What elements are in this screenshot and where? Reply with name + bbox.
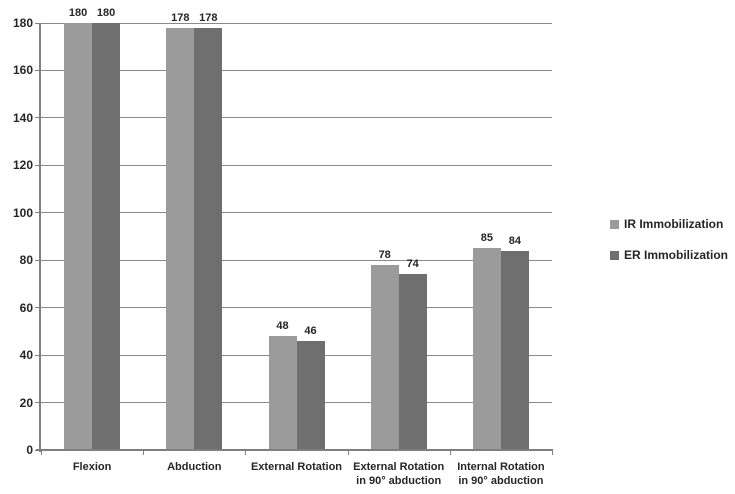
bar-value-label: 84 bbox=[508, 234, 522, 247]
y-axis-tick-label: 180 bbox=[12, 16, 33, 30]
y-axis-tick-label: 40 bbox=[19, 348, 33, 363]
bar-ir-immobilization bbox=[64, 23, 93, 450]
legend: IR Immobilization ER Immobilization bbox=[610, 217, 728, 279]
gridline bbox=[41, 164, 552, 166]
x-axis-category-label: Internal Rotation in 90° abduction bbox=[457, 461, 545, 487]
y-axis-tick-label: 100 bbox=[12, 205, 33, 220]
x-axis-tick bbox=[552, 450, 553, 455]
bar-er-immobilization bbox=[398, 274, 427, 450]
y-axis-tick bbox=[35, 164, 41, 166]
y-axis-line bbox=[39, 23, 41, 452]
x-axis-category-label: External Rotation in 90° abduction bbox=[353, 461, 445, 487]
gridline bbox=[41, 22, 552, 24]
bar-value-label: 74 bbox=[406, 258, 419, 271]
y-axis-tick-label: 80 bbox=[19, 253, 33, 268]
bar-value-label: 85 bbox=[480, 232, 494, 245]
y-axis-tick bbox=[35, 212, 41, 214]
y-axis-tick-label: 20 bbox=[19, 395, 33, 410]
bar-value-label: 78 bbox=[378, 248, 391, 261]
legend-item: ER Immobilization bbox=[610, 248, 728, 262]
bar-value-label: 178 bbox=[199, 11, 218, 24]
legend-swatch-icon bbox=[610, 219, 619, 229]
x-axis-category-label: Flexion bbox=[72, 461, 112, 473]
gridline bbox=[41, 259, 552, 261]
x-axis-tick bbox=[245, 450, 247, 455]
y-axis-tick-label: 160 bbox=[12, 63, 33, 78]
bar-er-immobilization bbox=[92, 23, 121, 450]
y-axis-tick-label: 140 bbox=[12, 110, 33, 125]
legend-swatch-icon bbox=[610, 250, 619, 260]
gridline bbox=[41, 117, 552, 119]
x-axis-tick bbox=[347, 450, 349, 455]
y-axis-tick-label: 0 bbox=[26, 443, 33, 457]
y-axis-tick bbox=[35, 354, 41, 356]
x-axis-tick bbox=[143, 450, 145, 455]
bar-er-immobilization bbox=[194, 27, 223, 450]
x-axis-tick bbox=[41, 450, 42, 455]
x-axis-tick bbox=[449, 450, 451, 455]
y-axis-tick bbox=[35, 22, 41, 24]
legend-item: IR Immobilization bbox=[610, 217, 728, 231]
bar-ir-immobilization bbox=[166, 27, 195, 450]
bar-value-label: 46 bbox=[304, 324, 317, 337]
y-axis-tick-label: 60 bbox=[19, 300, 33, 315]
bar-er-immobilization bbox=[500, 250, 529, 450]
gridline bbox=[41, 69, 552, 71]
x-axis-category-label: Abduction bbox=[167, 461, 222, 473]
y-axis-tick bbox=[35, 259, 41, 261]
legend-label: IR Immobilization bbox=[624, 217, 724, 231]
x-axis-category-label: External Rotation bbox=[250, 461, 343, 473]
bar-value-label: 180 bbox=[96, 7, 116, 19]
bar-ir-immobilization bbox=[268, 336, 297, 450]
y-axis-tick bbox=[35, 307, 41, 309]
legend-label: ER Immobilization bbox=[624, 248, 729, 262]
bar-ir-immobilization bbox=[370, 264, 399, 450]
bar-er-immobilization bbox=[296, 340, 325, 450]
y-axis-tick-label: 120 bbox=[12, 158, 33, 173]
bar-value-label: 178 bbox=[171, 11, 190, 24]
y-axis-tick bbox=[35, 402, 41, 404]
y-axis-tick bbox=[35, 117, 41, 119]
bar-value-label: 180 bbox=[68, 7, 88, 19]
gridline bbox=[41, 307, 552, 309]
bar-value-label: 48 bbox=[276, 320, 289, 333]
y-axis-tick bbox=[35, 69, 41, 71]
gridline bbox=[41, 212, 552, 214]
x-axis-line bbox=[36, 449, 553, 451]
bar-ir-immobilization bbox=[472, 248, 501, 450]
